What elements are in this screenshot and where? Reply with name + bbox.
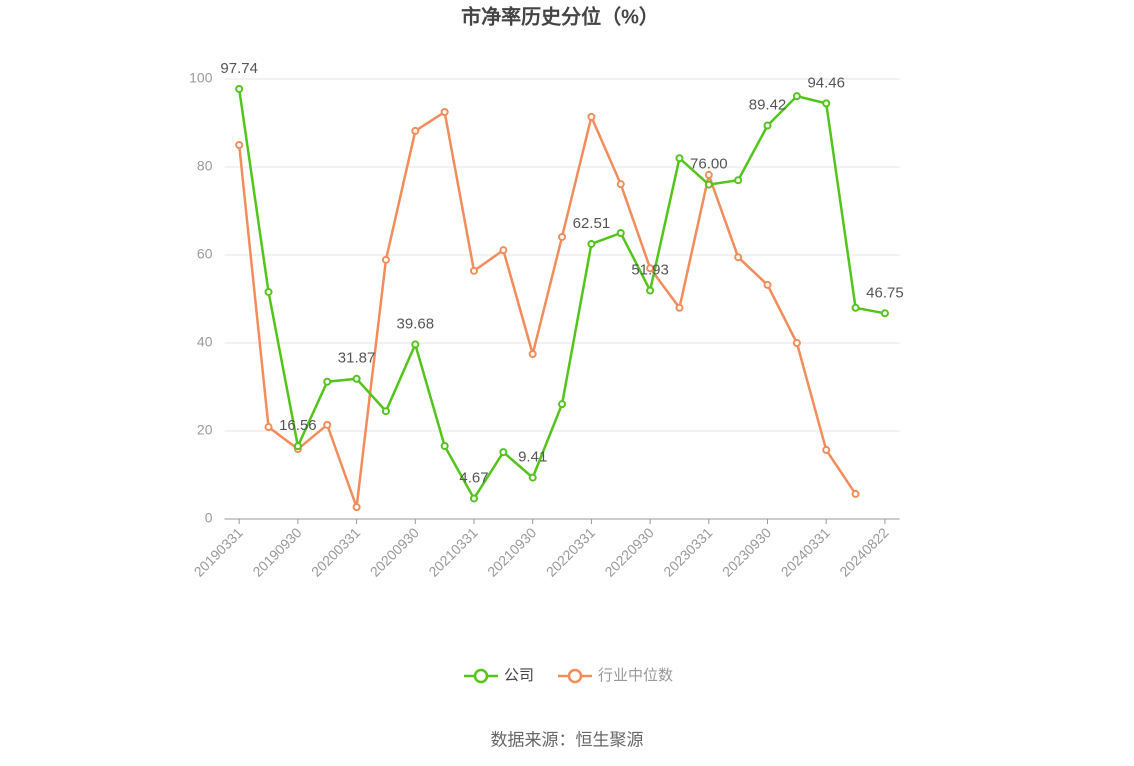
- data-point: [880, 309, 889, 318]
- data-label: 9.41: [518, 449, 547, 466]
- data-point: [587, 239, 596, 248]
- data-point: [293, 442, 302, 451]
- series-line: [237, 109, 857, 508]
- x-tick-label: 20190930: [249, 524, 305, 580]
- y-tick-label: 0: [205, 510, 213, 526]
- legend-marker: [473, 668, 489, 684]
- data-point: [763, 121, 772, 130]
- data-point: [528, 473, 537, 482]
- data-label: 89.42: [749, 97, 787, 114]
- data-point: [528, 350, 537, 358]
- data-point: [440, 441, 449, 450]
- data-point: [734, 176, 743, 185]
- data-point: [235, 141, 244, 149]
- data-point: [704, 180, 713, 189]
- data-label: 76.00: [690, 156, 728, 173]
- data-point: [616, 180, 625, 189]
- data-point: [675, 303, 684, 312]
- series-line: [237, 88, 886, 501]
- data-point: [763, 280, 772, 289]
- x-tick-label: 20200331: [308, 524, 364, 580]
- data-point: [499, 246, 508, 255]
- y-tick-label: 60: [197, 246, 213, 262]
- y-tick-label: 40: [197, 334, 213, 350]
- x-tick-label: 20200930: [367, 524, 423, 580]
- legend-item[interactable]: 公司: [464, 667, 534, 684]
- x-tick-label: 20190331: [191, 524, 247, 580]
- data-point: [469, 494, 478, 503]
- data-point: [792, 92, 801, 101]
- data-point: [646, 286, 655, 295]
- data-point: [822, 445, 831, 454]
- data-point: [558, 400, 567, 409]
- data-point: [381, 255, 390, 264]
- data-label: 46.75: [866, 284, 904, 301]
- data-point: [558, 232, 567, 241]
- data-point: [851, 489, 860, 498]
- legend-item[interactable]: 行业中位数: [558, 667, 673, 684]
- data-point: [469, 266, 478, 275]
- data-label: 31.87: [338, 350, 376, 367]
- data-point: [499, 448, 508, 457]
- x-tick-label: 20230930: [719, 524, 775, 580]
- data-point: [704, 170, 713, 179]
- data-point: [792, 339, 801, 347]
- data-point: [411, 340, 420, 349]
- legend-marker: [567, 668, 583, 684]
- y-tick-label: 20: [197, 422, 213, 438]
- data-point: [323, 377, 332, 386]
- x-tick-label: 20220331: [543, 524, 599, 580]
- data-label: 16.56: [279, 417, 317, 434]
- x-tick-label: 20210930: [484, 524, 540, 580]
- data-point: [235, 84, 244, 93]
- y-tick-label: 100: [189, 70, 213, 86]
- x-tick-label: 20210331: [425, 524, 481, 580]
- data-point: [323, 420, 332, 429]
- legend-label: 行业中位数: [598, 667, 673, 684]
- data-point: [411, 126, 420, 135]
- data-point: [734, 253, 743, 262]
- data-label: 4.67: [459, 469, 488, 486]
- data-label: 97.74: [220, 60, 258, 77]
- y-tick-label: 80: [197, 158, 213, 174]
- data-point: [381, 407, 390, 416]
- data-point: [822, 99, 831, 108]
- data-label: 51.93: [631, 261, 669, 278]
- x-tick-label: 20240331: [778, 524, 834, 580]
- source-note: 数据来源：恒生聚源: [491, 730, 644, 749]
- data-point: [675, 154, 684, 163]
- data-label: 62.51: [573, 215, 611, 232]
- legend-label: 公司: [504, 667, 534, 684]
- data-point: [352, 374, 361, 383]
- data-point: [440, 108, 449, 116]
- data-label: 94.46: [807, 74, 845, 91]
- data-point: [352, 503, 361, 512]
- x-tick-label: 20230331: [660, 524, 716, 580]
- x-tick-label: 20240822: [836, 524, 892, 580]
- data-point: [646, 264, 655, 273]
- chart-title: 市净率历史分位（%）: [461, 4, 659, 28]
- data-point: [851, 303, 860, 312]
- data-point: [587, 112, 596, 121]
- x-tick-label: 20220930: [601, 524, 657, 580]
- data-point: [616, 229, 625, 237]
- data-label: 39.68: [397, 315, 435, 332]
- data-point: [264, 423, 273, 432]
- data-point: [264, 287, 273, 296]
